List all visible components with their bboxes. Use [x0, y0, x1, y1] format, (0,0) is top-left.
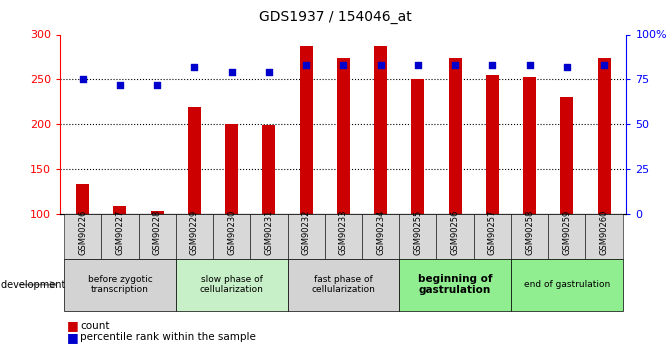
Point — [226, 69, 237, 75]
Text: fast phase of
cellularization: fast phase of cellularization — [312, 275, 375, 294]
Bar — [263, 125, 275, 214]
Text: GSM90232: GSM90232 — [302, 210, 311, 255]
Text: GSM90227: GSM90227 — [115, 210, 125, 255]
Bar — [337, 58, 350, 214]
Bar — [299, 46, 313, 214]
Bar — [113, 206, 127, 214]
Text: GDS1937 / 154046_at: GDS1937 / 154046_at — [259, 10, 411, 24]
Text: GSM90258: GSM90258 — [525, 210, 534, 255]
Text: GSM90255: GSM90255 — [413, 210, 422, 255]
Point — [375, 62, 386, 68]
Text: before zygotic
transcription: before zygotic transcription — [88, 275, 152, 294]
Text: GSM90228: GSM90228 — [153, 210, 161, 255]
Text: end of gastrulation: end of gastrulation — [524, 280, 610, 289]
Bar — [523, 77, 536, 214]
Text: GSM90230: GSM90230 — [227, 210, 236, 255]
Bar — [486, 75, 499, 214]
Text: beginning of
gastrulation: beginning of gastrulation — [418, 274, 492, 295]
Bar — [411, 79, 424, 214]
Text: GSM90259: GSM90259 — [562, 210, 572, 255]
Point — [413, 62, 423, 68]
Bar — [151, 211, 163, 214]
Bar — [598, 58, 610, 214]
Point — [152, 82, 163, 88]
Point — [599, 62, 610, 68]
Text: ■: ■ — [67, 331, 79, 344]
Bar — [225, 124, 238, 214]
Bar — [374, 46, 387, 214]
Text: ■: ■ — [67, 319, 79, 333]
Bar — [449, 58, 462, 214]
Text: count: count — [80, 321, 110, 331]
Text: GSM90256: GSM90256 — [451, 210, 460, 255]
Text: percentile rank within the sample: percentile rank within the sample — [80, 333, 256, 342]
Text: GSM90260: GSM90260 — [600, 210, 608, 255]
Point — [263, 69, 274, 75]
Bar — [560, 97, 574, 214]
Point — [189, 64, 200, 70]
Point — [487, 62, 498, 68]
Point — [561, 64, 572, 70]
Text: GSM90229: GSM90229 — [190, 210, 199, 255]
Text: GSM90233: GSM90233 — [339, 210, 348, 255]
Point — [338, 62, 349, 68]
Text: development stage: development stage — [1, 280, 96, 289]
Point — [524, 62, 535, 68]
Text: GSM90231: GSM90231 — [265, 210, 273, 255]
Bar — [76, 184, 89, 214]
Bar — [188, 107, 201, 214]
Point — [77, 77, 88, 82]
Text: GSM90257: GSM90257 — [488, 210, 497, 255]
Point — [115, 82, 125, 88]
Text: slow phase of
cellularization: slow phase of cellularization — [200, 275, 263, 294]
Text: GSM90234: GSM90234 — [376, 210, 385, 255]
Point — [450, 62, 460, 68]
Text: GSM90226: GSM90226 — [78, 210, 87, 255]
Point — [301, 62, 312, 68]
